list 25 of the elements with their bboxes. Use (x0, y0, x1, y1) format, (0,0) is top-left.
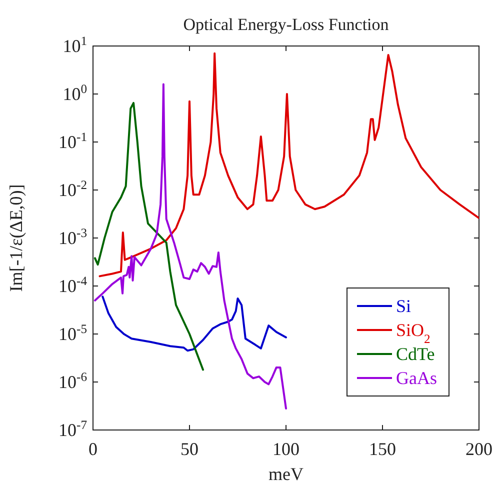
y-tick-label: 10$^{0}$ (62, 82, 87, 104)
x-tick-label: 100 (272, 439, 300, 459)
y-tick-label: 10$^{-7}$ (58, 418, 87, 440)
x-tick-label: 50 (180, 439, 198, 459)
line-series (98, 52, 479, 278)
y-tick-label: 10$^{-5}$ (58, 322, 87, 344)
x-tick-label: 200 (466, 439, 492, 459)
line-series (94, 83, 287, 410)
y-tick-label: 10$^{-3}$ (58, 226, 87, 248)
chart-title: Optical Energy-Loss Function (183, 15, 390, 34)
y-tick-label: 10$^{-2}$ (58, 178, 87, 200)
y-tick-label: 10$^{-1}$ (58, 130, 87, 152)
x-axis-title: meV (268, 464, 304, 484)
y-tick-label: 10$^{-4}$ (58, 274, 88, 296)
x-tick-label: 0 (88, 439, 98, 459)
legend-label: SiO$_{2}$ (396, 320, 430, 346)
legend-label: GaAs (396, 368, 437, 388)
y-tick-label: 10$^{-6}$ (58, 370, 87, 392)
line-series (94, 102, 204, 371)
legend-label: CdTe (396, 344, 435, 364)
legend-label: Si (396, 296, 412, 316)
y-tick-label: 10$^{1}$ (62, 34, 87, 56)
y-axis-title: Im[-1/ε(ΔE,0)] (6, 184, 26, 292)
line-series (102, 296, 287, 352)
x-tick-label: 150 (369, 439, 396, 459)
